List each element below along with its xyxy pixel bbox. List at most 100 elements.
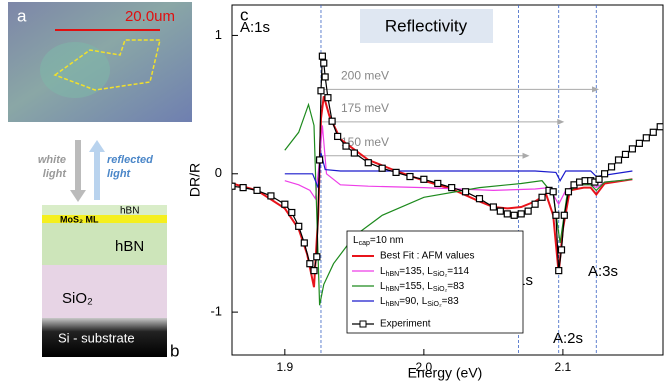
marker bbox=[300, 239, 308, 247]
legend-label: LhBN=155, LSiO₂=83 bbox=[380, 281, 465, 293]
marker bbox=[364, 159, 372, 167]
marker bbox=[267, 192, 275, 200]
marker bbox=[595, 175, 603, 183]
series-line bbox=[284, 102, 633, 306]
legend-text: =114 bbox=[447, 266, 469, 277]
legend-text: SiO₂ bbox=[433, 271, 448, 278]
marker bbox=[656, 123, 663, 131]
marker bbox=[448, 184, 456, 192]
marker bbox=[334, 132, 342, 141]
plot-area bbox=[232, 52, 663, 306]
legend-box bbox=[346, 230, 524, 334]
legend-text: L bbox=[380, 296, 386, 307]
legend-text: =155, L bbox=[399, 281, 433, 292]
annotation: A:3s bbox=[588, 263, 618, 280]
layer bbox=[42, 223, 167, 265]
legend-text: L bbox=[380, 281, 386, 292]
legend-label: Best Fit : AFM values bbox=[380, 251, 474, 262]
marker bbox=[538, 193, 546, 201]
label: white bbox=[38, 154, 66, 166]
marker bbox=[420, 175, 428, 183]
marker bbox=[517, 210, 525, 218]
layer bbox=[42, 205, 167, 215]
legend-text: =83 bbox=[442, 296, 459, 307]
arrow-head bbox=[592, 86, 600, 93]
legend-text: hBN bbox=[386, 271, 400, 278]
marker bbox=[560, 211, 568, 219]
x-tick-label: 1.9 bbox=[276, 360, 293, 374]
marker bbox=[288, 208, 296, 217]
marker bbox=[342, 142, 350, 150]
outline bbox=[53, 39, 161, 91]
arrow-head bbox=[557, 118, 565, 125]
marker bbox=[310, 267, 318, 275]
arrow-label: 150 meV bbox=[341, 135, 389, 149]
flake bbox=[40, 42, 110, 98]
marker bbox=[635, 139, 643, 147]
scale-label: 20.0um bbox=[125, 8, 175, 25]
label: light bbox=[43, 168, 68, 180]
panel-label: b bbox=[170, 341, 179, 360]
marker bbox=[320, 59, 328, 67]
marker bbox=[510, 211, 518, 219]
chart-title: Reflectivity bbox=[385, 16, 468, 35]
marker bbox=[281, 200, 289, 208]
layer-label: Si - substrate bbox=[58, 330, 135, 345]
legend-label: Lcap=10 nm bbox=[353, 235, 404, 247]
legend-label: LhBN=90, LSiO₂=83 bbox=[380, 296, 459, 308]
legend-label: Experiment bbox=[380, 319, 431, 330]
arrow-head bbox=[89, 140, 105, 152]
y-axis-label: DR/R bbox=[187, 163, 203, 197]
arrow-head bbox=[522, 152, 530, 159]
y-tick-label: 0 bbox=[215, 165, 222, 180]
marker bbox=[239, 184, 247, 192]
marker bbox=[531, 200, 539, 208]
marker bbox=[496, 207, 504, 215]
marker bbox=[475, 195, 484, 203]
marker bbox=[378, 164, 386, 172]
marker bbox=[649, 128, 657, 136]
marker bbox=[324, 94, 332, 102]
annotation: A:1s bbox=[240, 19, 270, 36]
marker bbox=[524, 207, 532, 215]
marker bbox=[313, 253, 321, 261]
panel-label: c bbox=[240, 5, 249, 24]
y-tick-label: 1 bbox=[215, 27, 222, 42]
x-axis-label: Energy (eV) bbox=[408, 365, 483, 381]
layer-label: MoS₂ ML bbox=[60, 214, 99, 224]
marker bbox=[328, 117, 336, 125]
marker bbox=[406, 172, 414, 181]
marker bbox=[232, 182, 236, 190]
legend-text: cap bbox=[359, 240, 370, 247]
legend-text: L bbox=[380, 266, 386, 277]
marker bbox=[628, 145, 637, 153]
legend-text: SiO₂ bbox=[433, 286, 448, 293]
legend-text: =83 bbox=[447, 281, 464, 292]
layer-label: hBN bbox=[115, 238, 144, 255]
marker bbox=[295, 222, 303, 230]
legend-text: hBN bbox=[386, 286, 400, 293]
marker bbox=[315, 156, 324, 164]
marker bbox=[461, 188, 470, 196]
layer-label: hBN bbox=[120, 206, 139, 217]
legend-text: =90, L bbox=[399, 296, 428, 307]
marker bbox=[564, 188, 573, 196]
marker bbox=[434, 179, 442, 188]
legend-text: L bbox=[353, 235, 359, 246]
legend-text: =10 nm bbox=[370, 235, 404, 246]
marker bbox=[557, 246, 566, 254]
marker bbox=[621, 150, 630, 159]
marker bbox=[321, 73, 329, 81]
marker bbox=[607, 163, 616, 171]
legend-text: =135, L bbox=[399, 266, 433, 277]
legend-text: SiO₂ bbox=[427, 301, 442, 308]
marker bbox=[642, 134, 650, 142]
layer-label: SiO₂ bbox=[62, 290, 93, 307]
plot-frame bbox=[231, 4, 664, 356]
arrow-head bbox=[70, 190, 86, 202]
layer bbox=[42, 265, 167, 318]
marker bbox=[350, 149, 358, 157]
marker bbox=[601, 170, 609, 178]
x-tick-label: 2.1 bbox=[555, 360, 572, 374]
